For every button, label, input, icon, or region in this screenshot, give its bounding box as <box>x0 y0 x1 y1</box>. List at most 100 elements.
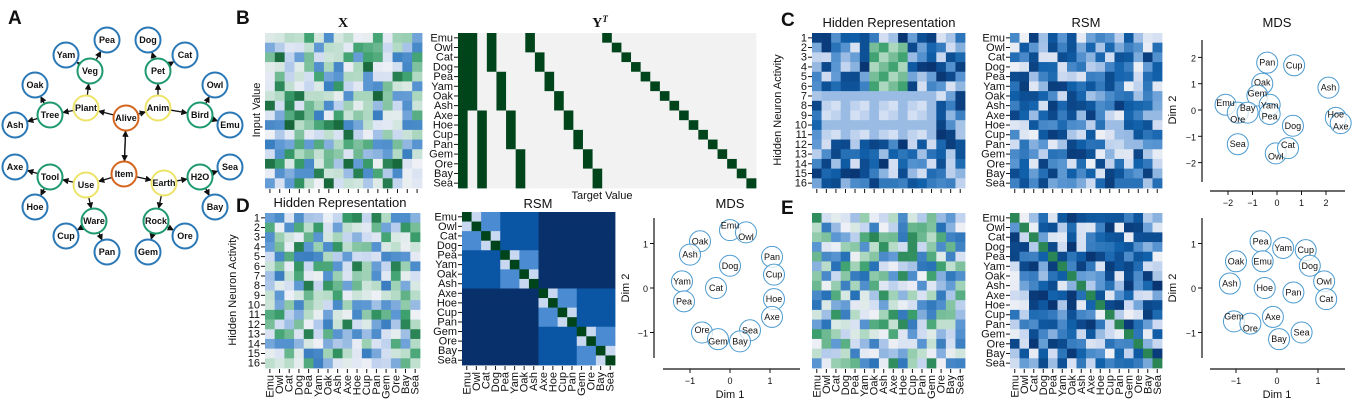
x-matrix-heatmap-cell <box>353 42 364 53</box>
c-rsm-heatmap-cell <box>1019 52 1030 63</box>
c-hidden-heatmap-cell <box>945 110 956 121</box>
c-hidden-heatmap-cell <box>840 168 851 179</box>
target-matrix-heatmap-cell <box>631 158 642 170</box>
c-hidden-heatmap-cell <box>840 100 851 111</box>
x-matrix-heatmap-cell <box>382 178 393 189</box>
e-rsm-heatmap-cell <box>1133 232 1144 243</box>
d-rsm-heatmap-cell <box>586 231 597 242</box>
d-hidden-heatmap-cell <box>381 242 392 253</box>
c-hidden-heatmap-cell <box>859 42 870 53</box>
e-rsm-heatmap-cell <box>1095 232 1106 243</box>
target-matrix-heatmap-cell <box>621 42 632 53</box>
target-matrix-heatmap-cell <box>515 100 526 111</box>
c-rsm-heatmap-cell <box>1019 129 1030 140</box>
e-rsm-heatmap-cell <box>1029 242 1039 253</box>
d-rsm-heatmap-cell <box>557 221 568 232</box>
d-hidden-heatmap-cell <box>303 300 314 311</box>
d-hidden-heatmap-cell <box>342 271 353 282</box>
d-rsm-heatmap-cell <box>471 326 482 337</box>
e-rsm-col-label: Yam <box>1057 375 1069 397</box>
d-hidden-heatmap-cell <box>381 300 392 311</box>
point-label-axe: Axe <box>1265 312 1281 322</box>
c-hidden-heatmap-cell <box>926 62 937 73</box>
c-rsm-heatmap-cell <box>1133 100 1144 111</box>
point-label-bay: Bay <box>1240 103 1256 113</box>
x-matrix-heatmap-cell <box>294 149 305 160</box>
x-matrix-heatmap-cell <box>284 91 295 102</box>
d-hidden-heatmap-cell <box>352 290 363 301</box>
e-rsm-heatmap-cell <box>1124 300 1134 311</box>
node-circle <box>134 26 162 54</box>
c-hidden-heatmap-cell <box>878 81 889 92</box>
e-rsm-heatmap-cell <box>1114 319 1125 330</box>
x-matrix-heatmap-cell <box>392 62 403 73</box>
d-hidden-heatmap-cell <box>303 338 314 350</box>
d-hidden-col-label: Dog <box>293 375 305 395</box>
e-hidden-heatmap-cell <box>850 329 861 340</box>
d-rsm-heatmap-cell <box>605 231 616 242</box>
point-label-bay: Bay <box>1271 334 1287 344</box>
d-rsm-heatmap-cell <box>471 345 482 356</box>
d-rsm-heatmap-cell <box>471 269 482 280</box>
d-mds-scatter-point-owl <box>735 221 757 244</box>
e-hidden-col-label: Hoe <box>897 375 909 395</box>
c-hidden-heatmap-cell <box>898 33 909 44</box>
e-hidden-col-label: Yam <box>859 375 871 397</box>
c-hidden-heatmap-cell <box>812 120 822 131</box>
e-rsm-row-label: Axe <box>986 290 1005 302</box>
c-hidden-heatmap-cell <box>869 62 880 73</box>
target-matrix-heatmap-cell <box>650 71 661 82</box>
d-hidden-heatmap-cell <box>332 251 343 262</box>
target-matrix-heatmap-cell <box>631 129 642 140</box>
x-matrix-heatmap-cell <box>333 91 344 102</box>
e-rsm-col-label: Bay <box>1142 375 1154 394</box>
d-hidden-heatmap-cell <box>400 358 411 369</box>
c-rsm-heatmap-cell <box>1038 158 1049 170</box>
target-matrix-heatmap-cell <box>544 149 555 160</box>
target-matrix-heatmap-cell <box>477 129 488 140</box>
d-hidden-heatmap-cell <box>371 213 382 224</box>
d-hidden-heatmap-cell <box>284 271 295 282</box>
c-rsm-heatmap-cell <box>1133 52 1144 63</box>
x-matrix-heatmap-cell <box>382 110 393 121</box>
e-rsm-heatmap-cell <box>1067 271 1077 282</box>
e-hidden-heatmap-cell <box>850 213 861 224</box>
c-rsm-heatmap-cell <box>1038 110 1049 121</box>
x-matrix-heatmap-cell <box>382 42 393 53</box>
e-rsm-heatmap-cell <box>1152 251 1163 262</box>
e-rsm-heatmap-cell <box>1076 232 1087 243</box>
target-matrix-heatmap-cell <box>659 120 670 131</box>
d-hidden-heatmap-cell <box>352 271 363 282</box>
e-rsm-heatmap-cell <box>1095 280 1106 291</box>
d-hidden-heatmap-cell <box>390 348 402 359</box>
c-rsm-heatmap-cell <box>1067 91 1077 102</box>
d-rsm-heatmap-cell <box>509 231 520 242</box>
d-hidden-heatmap-cell <box>371 319 382 330</box>
target-matrix-heatmap-cell <box>486 149 497 160</box>
e-hidden-heatmap-cell <box>907 338 918 350</box>
e-rsm-heatmap-cell <box>1105 261 1115 272</box>
node-circle <box>134 238 162 266</box>
c-hidden-row-label: 2 <box>801 42 807 54</box>
target-matrix-heatmap-cell <box>525 110 536 121</box>
c-hidden-heatmap-cell <box>898 71 909 82</box>
e-rsm-heatmap-cell <box>1086 329 1096 340</box>
c-hidden-heatmap-cell <box>831 120 842 131</box>
e-rsm-heatmap-cell <box>1029 348 1039 359</box>
e-mds-scatter-y-tick-label: −1 <box>1186 329 1196 339</box>
c-rsm-heatmap-cell <box>1038 139 1049 150</box>
tree-node-alive: Alive <box>112 104 140 132</box>
e-hidden-heatmap-cell <box>840 358 851 369</box>
x-matrix-heatmap <box>265 33 423 189</box>
target-matrix-heatmap-cell <box>736 129 747 140</box>
c-rsm-heatmap-cell <box>1086 139 1096 150</box>
target-matrix-heatmap-cell <box>458 62 469 73</box>
e-hidden-heatmap-cell <box>812 280 822 291</box>
d-rsm-heatmap-cell <box>509 259 520 270</box>
e-hidden-heatmap-cell <box>955 232 966 243</box>
tree-node-yam: Yam <box>52 41 80 69</box>
d-hidden-heatmap-cell <box>284 319 295 330</box>
c-rsm-heatmap-cell <box>1114 129 1125 140</box>
target-matrix-heatmap-cell <box>592 62 603 73</box>
e-rsm-heatmap-cell <box>1095 290 1106 301</box>
